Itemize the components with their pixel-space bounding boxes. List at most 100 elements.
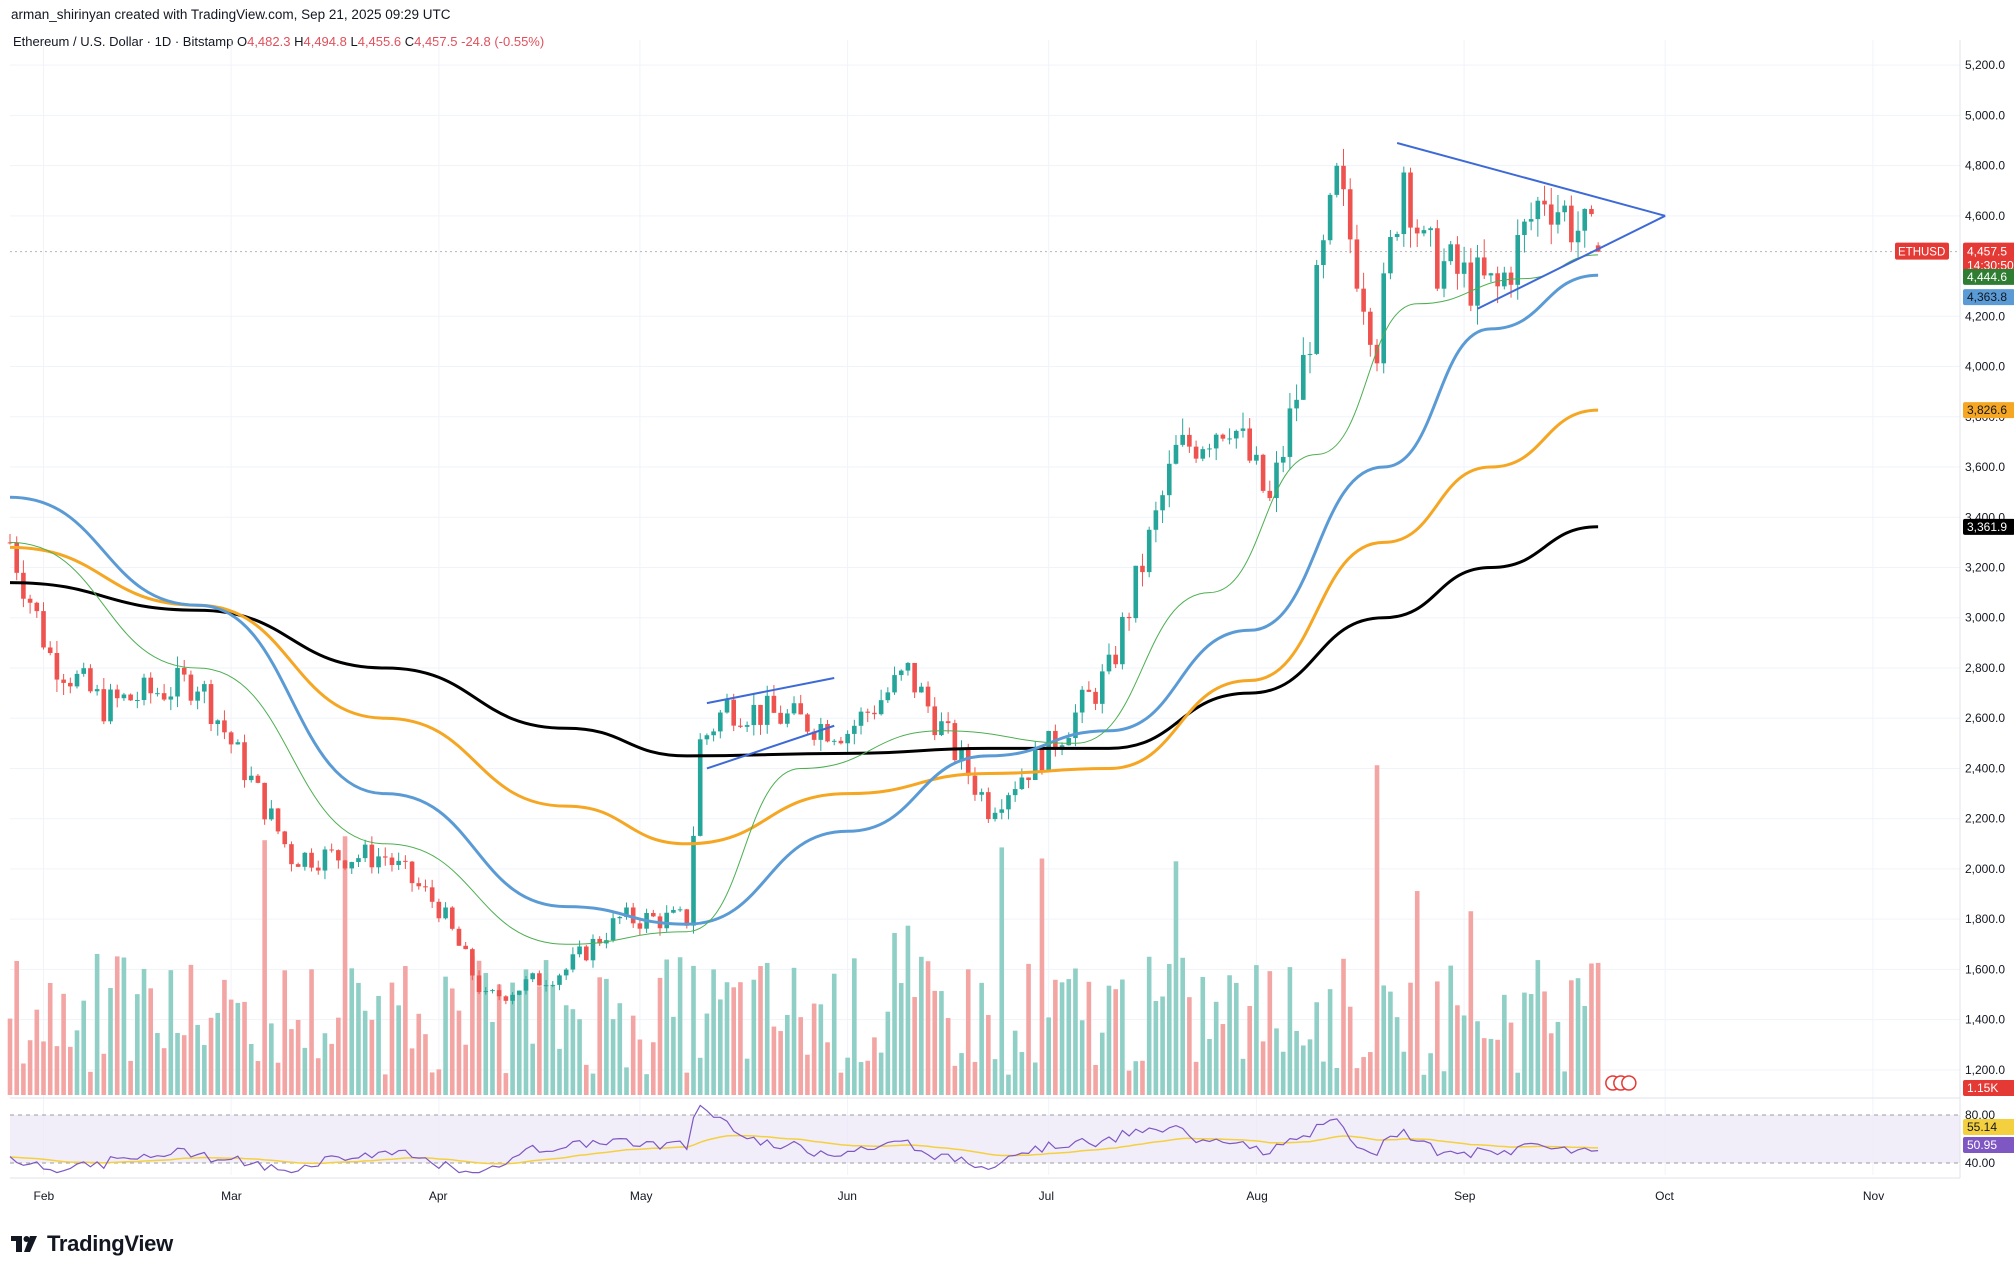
trendlines [706, 142, 1666, 770]
volume-bar [644, 1074, 649, 1095]
candle-body [315, 867, 321, 871]
volume-bar [1394, 1017, 1400, 1095]
candle-body [858, 711, 864, 726]
high-label: H [294, 34, 304, 49]
volume-bar [1254, 965, 1259, 1095]
volume-bar [1032, 1062, 1038, 1095]
high-value: 4,494.8 [303, 34, 347, 49]
candle-body [1495, 273, 1500, 287]
price-tick-label: 1,800.0 [1965, 912, 2005, 926]
candle-body [570, 954, 576, 970]
candle-body [248, 775, 254, 781]
price-tick-label: 3,000.0 [1965, 611, 2005, 625]
time-tick-label: Apr [429, 1189, 448, 1203]
rsi-line [9, 1104, 1599, 1174]
volume-bar [1354, 1068, 1360, 1095]
grid [10, 40, 1960, 1175]
volume-bar [1528, 994, 1534, 1095]
candle-body [1528, 219, 1534, 222]
candle-body [1240, 428, 1246, 431]
volume-bar [1287, 967, 1293, 1095]
moving-averages [9, 254, 1599, 945]
rsi-band [10, 1115, 1960, 1163]
candle-body [235, 742, 241, 745]
volume-bar [114, 956, 120, 1095]
triangle-upper-trendline [1396, 142, 1666, 217]
volume-bar [34, 1009, 40, 1095]
candle-body [215, 720, 221, 725]
candle-body [1086, 689, 1092, 692]
rsi-lower-label: 40.00 [1965, 1156, 1995, 1170]
sma100-value: 3,826.6 [1967, 403, 2007, 417]
candle-body [302, 852, 308, 867]
volume-bar [550, 985, 556, 1095]
candle-body [470, 949, 475, 976]
volume-bar [791, 967, 797, 1095]
candle-body [356, 858, 361, 863]
candle-body [878, 700, 884, 715]
candle-body [47, 647, 53, 653]
volume-bar [537, 986, 542, 1095]
volume-value: 1.15K [1967, 1081, 1998, 1095]
candle-body [785, 713, 790, 724]
volume-bar [744, 1058, 750, 1095]
tradingview-logo[interactable]: TradingView [11, 1231, 173, 1257]
volume-bar [456, 1010, 462, 1095]
volume-bar [329, 1043, 334, 1095]
sma100-line [9, 408, 1599, 846]
volume-bar [610, 1019, 616, 1095]
candle-body [269, 808, 274, 820]
volume-bar [1421, 1074, 1427, 1095]
volume-bar [349, 968, 355, 1095]
volume-bar [563, 1005, 569, 1095]
price-tick-label: 2,400.0 [1965, 761, 2005, 775]
candle-body [389, 857, 395, 866]
candle-body [959, 747, 964, 761]
candle-body [1200, 449, 1206, 459]
candle-body [1502, 272, 1507, 287]
candle-body [892, 675, 897, 693]
volume-bar [1053, 979, 1058, 1095]
time-tick-label: May [630, 1189, 653, 1203]
candle-body [1099, 671, 1105, 704]
volume-bar [872, 1037, 877, 1095]
volume-bar [1408, 982, 1413, 1095]
volume-bar [289, 1029, 294, 1095]
volume-bar [1153, 1001, 1159, 1095]
volume-bar [108, 987, 113, 1095]
rsi-upper-label: 80.00 [1965, 1108, 1995, 1122]
price-tick-label: 5,000.0 [1965, 108, 2005, 122]
volume-bar [617, 1003, 623, 1095]
candle-body [885, 692, 891, 701]
volume-bar [396, 1005, 401, 1095]
volume-bar [389, 982, 395, 1095]
candle-body [21, 572, 26, 599]
candle-body [630, 907, 636, 924]
volume-bar [369, 1019, 375, 1095]
candle-body [905, 662, 911, 671]
candle-body [108, 689, 113, 722]
volume-bar [932, 990, 938, 1095]
candle-body [369, 844, 375, 868]
volume-bar [68, 1046, 73, 1095]
volume-bar [1368, 1052, 1373, 1095]
volume-bar [637, 1039, 643, 1095]
volume-bar [1582, 1006, 1588, 1095]
chart-credit: arman_shirinyan created with TradingView… [11, 7, 451, 22]
candle-body [34, 602, 40, 612]
candle-body [1146, 529, 1152, 573]
volume-bar [88, 1071, 93, 1095]
candle-body [1455, 244, 1460, 274]
candle-body [1341, 165, 1346, 190]
volume-bar [1193, 1061, 1199, 1095]
open-label: O [236, 34, 248, 49]
volume-bar [27, 1040, 33, 1095]
candle-body [483, 991, 489, 993]
volume-bar [376, 995, 381, 1095]
candle-body [275, 808, 281, 832]
volume-bar [269, 1023, 274, 1095]
volume-bar [101, 1053, 107, 1095]
volume-bar [624, 1067, 629, 1095]
volume-bar [503, 1073, 509, 1095]
